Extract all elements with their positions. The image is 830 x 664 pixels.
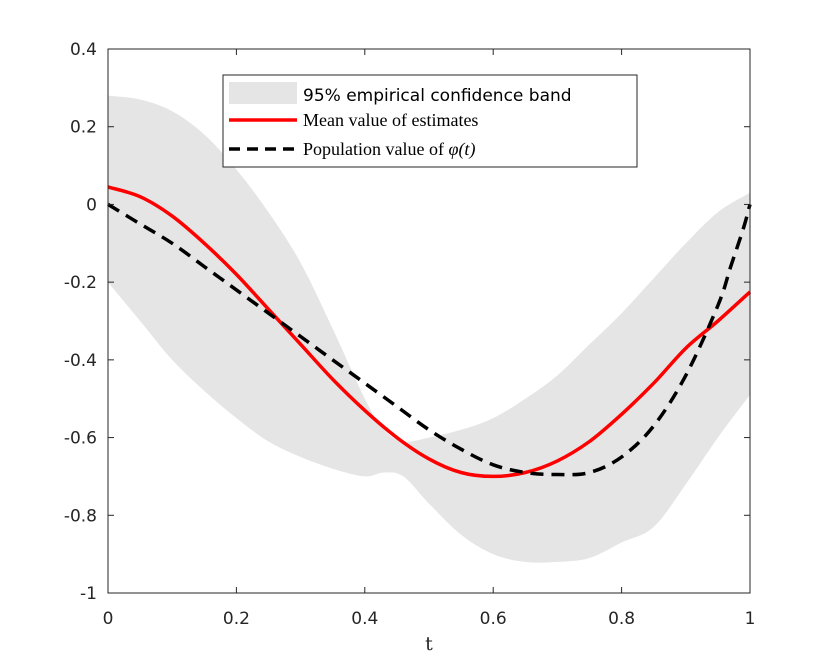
confidence-band-area — [108, 95, 750, 563]
y-tick-label: -1 — [80, 584, 97, 604]
y-tick-label: -0.6 — [64, 429, 97, 449]
y-tick-label: -0.4 — [64, 351, 97, 371]
ticks-layer: 0 0.2 0.4 0.6 0.8 1 -1 -0.8 -0.6 -0.4 -0.2 0 0.2 0.4 — [64, 40, 756, 629]
y-tick-label: 0.4 — [70, 40, 97, 60]
axes-box — [107, 48, 751, 594]
legend: 95% empirical confidence band Mean value… — [222, 74, 638, 168]
x-axis-label: t — [425, 633, 433, 655]
x-tick-label: 0.4 — [351, 609, 378, 629]
x-tick-label: 0 — [103, 609, 114, 629]
legend-band-swatch — [229, 82, 297, 104]
legend-band-label: 95% empirical confidence band — [303, 86, 572, 106]
x-tick-label: 0.8 — [608, 609, 635, 629]
y-tick-label: 0.2 — [70, 118, 97, 138]
x-tick-label: 1 — [745, 609, 756, 629]
legend-mean-label: Mean value of estimates — [303, 110, 478, 130]
legend-population-label: Population value of φ(t) — [303, 139, 475, 160]
legend-population-prefix: Population value of — [303, 139, 448, 159]
confidence-band-layer — [108, 95, 750, 563]
x-tick-label: 0.6 — [480, 609, 507, 629]
series-layer — [107, 185, 752, 479]
mean-estimate-line — [107, 185, 752, 479]
x-tick-label: 0.2 — [223, 609, 250, 629]
legend-population-symbol: φ(t) — [448, 139, 475, 160]
y-tick-label: -0.2 — [64, 273, 97, 293]
y-tick-label: -0.8 — [64, 506, 97, 526]
y-tick-label: 0 — [86, 195, 97, 215]
population-value-line — [107, 202, 752, 477]
